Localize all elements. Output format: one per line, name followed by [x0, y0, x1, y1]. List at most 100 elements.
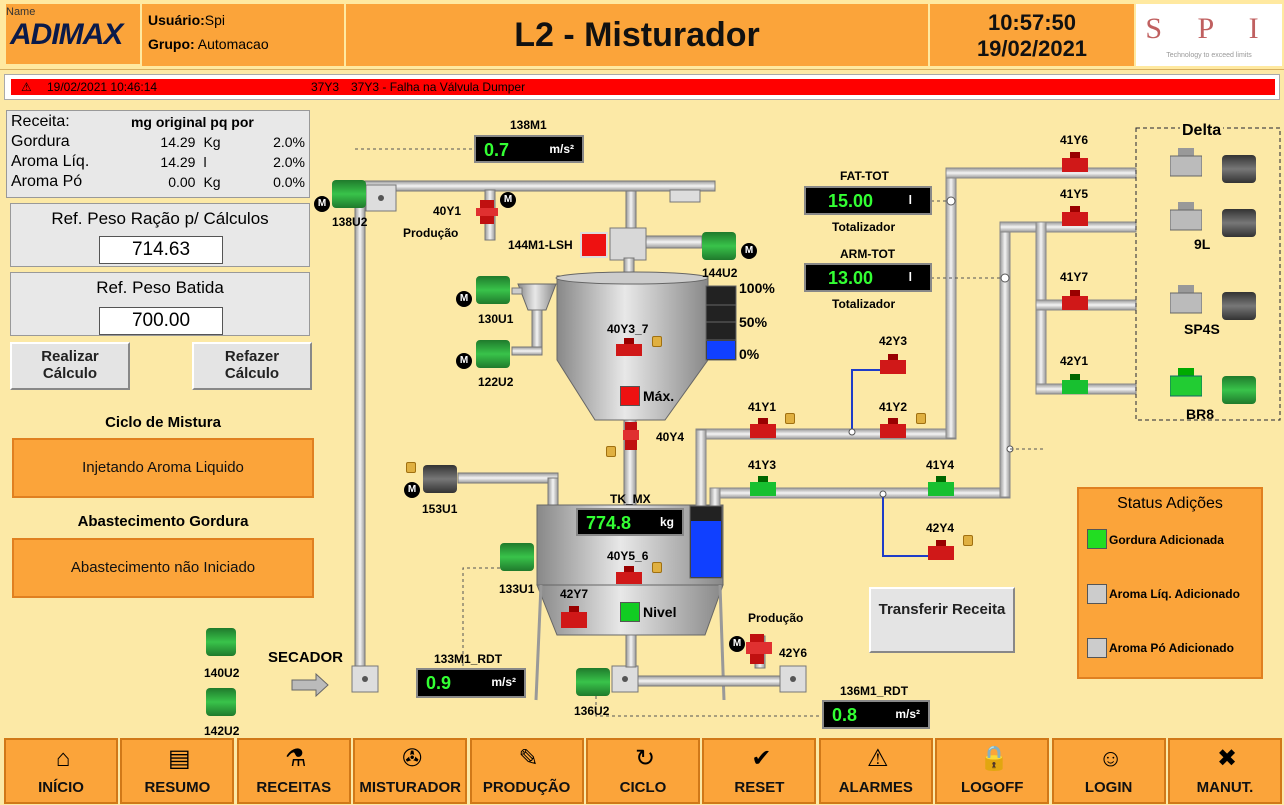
pump-valve-9l[interactable] — [1170, 202, 1202, 232]
valve-42y6[interactable] — [746, 634, 774, 664]
recipe-row: Aroma Líq. 14.29 l 2.0% — [7, 152, 309, 172]
nav-mixer-button[interactable]: ✇ MISTURADOR — [353, 738, 468, 804]
motor-130u1[interactable] — [476, 276, 510, 304]
tag-41y5: 41Y5 — [1060, 187, 1089, 201]
nav-warning-button[interactable]: ⚠ ALARMES — [818, 738, 933, 804]
valve-41y3[interactable] — [750, 476, 776, 498]
valve-40y3-7[interactable] — [616, 338, 642, 356]
pump-valve-br8[interactable] — [1170, 368, 1202, 398]
group-value: Automacao — [197, 36, 269, 52]
nav-flask-button[interactable]: ⚗ RECEITAS — [236, 738, 351, 804]
adimax-logo: Name ADIMAX — [6, 4, 140, 64]
nav-lock-button[interactable]: 🔒 LOGOFF — [935, 738, 1050, 804]
valve-41y4[interactable] — [928, 476, 954, 498]
recipe-pct: 2.0% — [273, 134, 305, 150]
pump-motor-9l[interactable] — [1222, 209, 1256, 237]
nav-home-button[interactable]: ⌂ INÍCIO — [4, 738, 118, 804]
alarm-datetime: 19/02/2021 10:46:14 — [47, 80, 158, 94]
level-100: 100% — [739, 280, 775, 296]
meter-value: 0.8 — [832, 705, 858, 725]
tag-133m1-rdt: 133M1_RDT — [434, 652, 503, 666]
recipe-panel: Receita: mg original pq por Gordura 14.2… — [6, 110, 310, 198]
tag-130u1: 130U1 — [478, 312, 514, 326]
mixer-icon: ✇ — [402, 745, 423, 772]
lock-icon — [916, 413, 926, 424]
cycle-icon: ↻ — [634, 745, 656, 772]
valve-42y7[interactable] — [561, 606, 587, 630]
recipe-ingredient: Aroma Pó — [11, 173, 83, 190]
valve-41y7[interactable] — [1062, 290, 1088, 312]
tag-41y4: 41Y4 — [926, 458, 955, 472]
nav-check-button[interactable]: ✔ RESET — [702, 738, 817, 804]
valve-40y5-6[interactable] — [616, 566, 642, 584]
nav-tools-button[interactable]: ✖ MANUT. — [1168, 738, 1282, 804]
valve-41y5[interactable] — [1062, 206, 1088, 228]
motor-133u1[interactable] — [500, 543, 534, 571]
ref-peso-batida-field[interactable]: 700.00 — [99, 307, 223, 335]
alarm-message: 37Y3 - Falha na Válvula Dumper — [351, 80, 526, 94]
label-sp4s: SP4S — [1184, 321, 1220, 337]
refazer-calculo-button[interactable]: Refazer Cálculo — [192, 342, 312, 390]
nav-notes-button[interactable]: ✎ PRODUÇÃO — [469, 738, 584, 804]
motor-142u2[interactable] — [206, 688, 236, 716]
pump-valve-1[interactable] — [1170, 148, 1202, 178]
ref-peso-batida-panel: Ref. Peso Batida 700.00 — [10, 272, 310, 336]
pump-motor-1[interactable] — [1222, 155, 1256, 183]
motor-153u1[interactable] — [423, 465, 457, 493]
notes-icon: ✎ — [518, 745, 539, 772]
lock-icon — [406, 462, 416, 473]
tag-42y6: 42Y6 — [779, 646, 808, 660]
realizar-calculo-button[interactable]: Realizar Cálculo — [10, 342, 130, 390]
pump-motor-br8[interactable] — [1222, 376, 1256, 404]
arm-totalizador-label: Totalizador — [832, 297, 896, 311]
nav-user-button[interactable]: ☺ LOGIN — [1051, 738, 1166, 804]
tag-42y4: 42Y4 — [926, 521, 955, 535]
tag-138m1: 138M1 — [510, 118, 547, 132]
motor-122u2[interactable] — [476, 340, 510, 368]
motor-140u2[interactable] — [206, 628, 236, 656]
valve-42y1[interactable] — [1062, 374, 1088, 396]
nav-cycle-button[interactable]: ↻ CICLO — [586, 738, 700, 804]
ciclo-state: Injetando Aroma Liquido — [12, 438, 314, 498]
nav-clipboard-button[interactable]: ▤ RESUMO — [120, 738, 235, 804]
valve-42y3[interactable] — [880, 354, 906, 376]
valve-41y1[interactable] — [750, 418, 776, 440]
label-max: Máx. — [643, 388, 675, 404]
motor-badge: M — [500, 192, 516, 208]
label-producao-1: Produção — [403, 226, 459, 240]
valve-41y6[interactable] — [1062, 152, 1088, 174]
valve-41y2[interactable] — [880, 418, 906, 440]
tag-42y1: 42Y1 — [1060, 354, 1089, 368]
abastecimento-state: Abastecimento não Iniciado — [12, 538, 314, 598]
pump-valve-sp4s[interactable] — [1170, 285, 1202, 315]
alarm-banner[interactable]: ⚠ 19/02/2021 10:46:14 37Y3 37Y3 - Falha … — [11, 79, 1275, 95]
recipe-header-label: Receita: — [11, 113, 70, 130]
level-50: 50% — [739, 314, 768, 330]
valve-42y4[interactable] — [928, 540, 954, 562]
nav-label: RECEITAS — [256, 779, 332, 796]
status-aroma-liq-label: Aroma Líq. Adicionado — [1109, 587, 1240, 601]
tag-fat-tot: FAT-TOT — [840, 169, 889, 183]
alarm-bar[interactable]: ⚠ 19/02/2021 10:46:14 37Y3 37Y3 - Falha … — [4, 74, 1280, 100]
tag-136m1-rdt: 136M1_RDT — [840, 684, 909, 698]
motor-136u2[interactable] — [576, 668, 610, 696]
recipe-qty: 14.29 — [160, 134, 196, 150]
user-info: Usuário:Spi Grupo: Automacao — [142, 4, 344, 66]
nivel-indicator — [620, 602, 640, 622]
tag-144u2: 144U2 — [702, 266, 738, 280]
ref-peso-racao-field[interactable]: 714.63 — [99, 236, 223, 264]
transferir-receita-button[interactable]: Transferir Receita — [869, 587, 1015, 653]
pump-motor-sp4s[interactable] — [1222, 292, 1256, 320]
meter-value: 0.9 — [426, 673, 452, 693]
abastecimento-title: Abastecimento Gordura — [77, 513, 249, 530]
nav-label: CICLO — [619, 779, 667, 796]
meter-unit: m/s² — [549, 142, 574, 156]
valve-40y4[interactable] — [623, 422, 639, 450]
tag-140u2: 140U2 — [204, 666, 240, 680]
nav-label: LOGOFF — [960, 779, 1024, 796]
valve-40y1[interactable] — [474, 198, 500, 226]
meter-value: 774.8 — [586, 513, 632, 533]
motor-138u2[interactable] — [332, 180, 366, 208]
tag-41y1: 41Y1 — [748, 400, 777, 414]
motor-144u2[interactable] — [702, 232, 736, 260]
